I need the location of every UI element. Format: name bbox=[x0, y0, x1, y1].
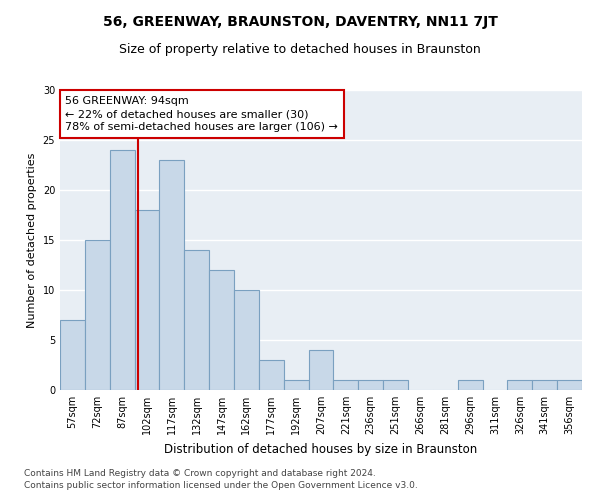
Bar bbox=[234, 290, 259, 390]
X-axis label: Distribution of detached houses by size in Braunston: Distribution of detached houses by size … bbox=[164, 442, 478, 456]
Y-axis label: Number of detached properties: Number of detached properties bbox=[27, 152, 37, 328]
Bar bbox=[60, 320, 85, 390]
Bar bbox=[358, 380, 383, 390]
Text: Size of property relative to detached houses in Braunston: Size of property relative to detached ho… bbox=[119, 42, 481, 56]
Bar bbox=[209, 270, 234, 390]
Bar bbox=[259, 360, 284, 390]
Bar bbox=[110, 150, 134, 390]
Bar bbox=[284, 380, 308, 390]
Bar bbox=[458, 380, 482, 390]
Bar bbox=[334, 380, 358, 390]
Bar bbox=[85, 240, 110, 390]
Text: Contains HM Land Registry data © Crown copyright and database right 2024.: Contains HM Land Registry data © Crown c… bbox=[24, 468, 376, 477]
Bar bbox=[508, 380, 532, 390]
Bar bbox=[160, 160, 184, 390]
Bar bbox=[383, 380, 408, 390]
Bar bbox=[532, 380, 557, 390]
Bar bbox=[557, 380, 582, 390]
Text: 56, GREENWAY, BRAUNSTON, DAVENTRY, NN11 7JT: 56, GREENWAY, BRAUNSTON, DAVENTRY, NN11 … bbox=[103, 15, 497, 29]
Text: Contains public sector information licensed under the Open Government Licence v3: Contains public sector information licen… bbox=[24, 481, 418, 490]
Bar bbox=[134, 210, 160, 390]
Bar bbox=[184, 250, 209, 390]
Text: 56 GREENWAY: 94sqm
← 22% of detached houses are smaller (30)
78% of semi-detache: 56 GREENWAY: 94sqm ← 22% of detached hou… bbox=[65, 96, 338, 132]
Bar bbox=[308, 350, 334, 390]
